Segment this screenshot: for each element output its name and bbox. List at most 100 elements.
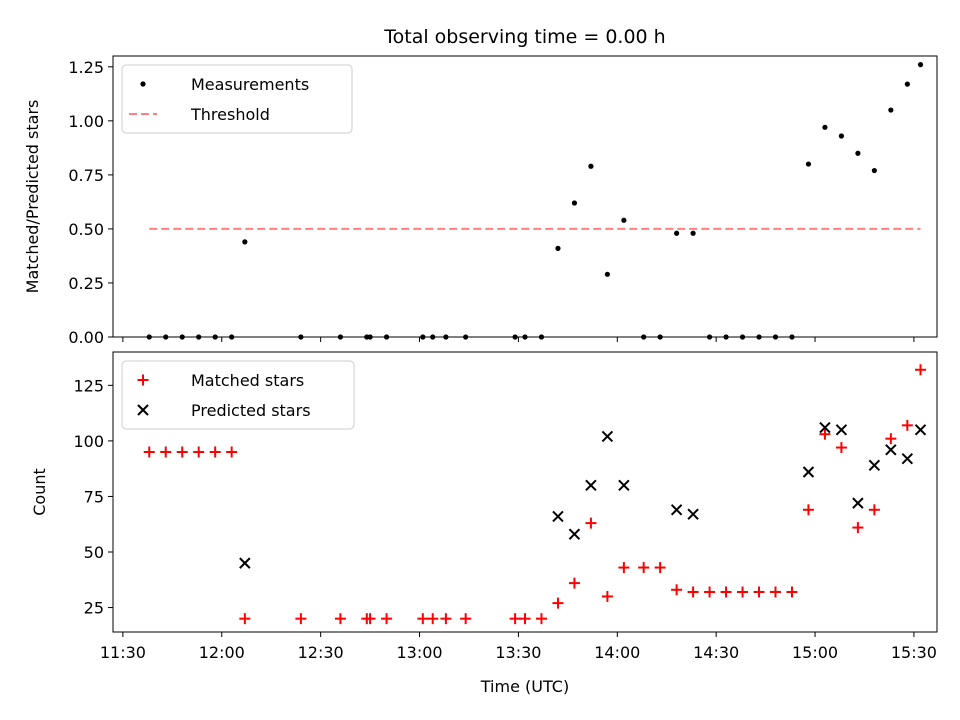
predicted-star-point xyxy=(618,479,630,492)
matched-star-point xyxy=(209,446,221,458)
x-axis-label: Time (UTC) xyxy=(480,677,569,696)
y-tick-label: 75 xyxy=(84,487,104,506)
chart-title: Total observing time = 0.00 h xyxy=(383,26,665,48)
matched-star-point xyxy=(535,613,547,625)
x-tick-label: 14:30 xyxy=(693,643,739,662)
legend-box xyxy=(121,360,355,430)
measurement-point xyxy=(555,245,561,251)
y-axis-label: Count xyxy=(30,468,49,516)
matched-star-point xyxy=(226,446,238,458)
matched-star-point xyxy=(638,562,650,574)
matched-star-point xyxy=(819,428,831,440)
matched-star-point xyxy=(568,577,580,589)
legend: Matched stars Predicted stars xyxy=(121,360,355,430)
predicted-star-point xyxy=(802,466,815,478)
matched-star-point xyxy=(802,504,814,516)
y-tick-label: 1.00 xyxy=(68,112,104,131)
measurement-point xyxy=(838,133,845,139)
legend-label: Measurements xyxy=(191,75,309,94)
legend-marker xyxy=(137,404,149,416)
legend: Measurements Threshold xyxy=(121,64,353,134)
matched-star-point xyxy=(868,504,880,516)
measurement-point xyxy=(888,107,894,113)
axes-frame xyxy=(112,351,938,633)
matched-star-point xyxy=(509,613,521,625)
matched-star-point xyxy=(654,562,666,574)
measurement-point xyxy=(904,81,910,87)
matched-star-point xyxy=(519,613,531,625)
y-tick-label: 0.25 xyxy=(68,274,104,293)
legend-label: Matched stars xyxy=(191,371,304,390)
measurement-point xyxy=(242,239,248,245)
measurement-point xyxy=(588,163,594,169)
predicted-star-point xyxy=(239,557,251,569)
matched-star-point xyxy=(364,613,376,625)
matched-star-point xyxy=(176,446,188,458)
matched-star-point xyxy=(440,613,452,625)
matched-star-point xyxy=(334,613,346,625)
x-tick-label: 11:30 xyxy=(100,643,146,662)
predicted-star-point xyxy=(819,421,831,434)
legend-label: Predicted stars xyxy=(191,401,311,420)
legend-marker xyxy=(140,81,146,87)
matched-star-point xyxy=(585,517,597,529)
top-panel: 0.00 0.25 0.50 0.75 1.00 1.25 Matched/Predicte… xyxy=(23,55,938,347)
matched-star-point xyxy=(753,586,765,598)
predicted-star-point xyxy=(552,510,564,523)
x-tick-label: 13:00 xyxy=(396,643,442,662)
x-tick-label: 12:30 xyxy=(298,643,344,662)
predicted-star-point xyxy=(914,424,927,436)
matched-star-point xyxy=(143,446,155,458)
y-tick-label: 0.75 xyxy=(68,166,104,185)
predicted-star-point xyxy=(835,424,848,436)
matched-star-point xyxy=(786,586,798,598)
predicted-star-point xyxy=(852,497,864,509)
predicted-star-point xyxy=(687,508,699,520)
predicted-star-point xyxy=(568,528,581,540)
predicted-star-point xyxy=(901,452,914,465)
measurement-point xyxy=(674,230,680,236)
x-tick-label: 13:30 xyxy=(495,643,541,662)
y-tick-label: 25 xyxy=(84,599,104,618)
measurement-point xyxy=(871,167,877,174)
matched-star-point xyxy=(239,613,251,625)
measurement-point xyxy=(805,161,812,167)
x-tick-label: 15:30 xyxy=(891,643,937,662)
matched-star-point xyxy=(417,613,429,625)
predicted-star-point xyxy=(868,459,881,472)
predicted-star-point xyxy=(601,430,614,443)
matched-star-point xyxy=(852,522,864,534)
y-tick-label: 1.25 xyxy=(68,58,104,77)
matched-star-point xyxy=(687,586,699,598)
matched-star-point xyxy=(885,433,897,445)
matched-star-point xyxy=(427,613,439,625)
matched-star-point xyxy=(160,446,172,458)
y-tick-label: 100 xyxy=(73,432,104,451)
y-tick-label: 125 xyxy=(73,376,104,395)
matched-star-point xyxy=(769,586,781,598)
predicted-star-point xyxy=(585,479,597,492)
matched-star-point xyxy=(618,562,630,574)
matched-star-point xyxy=(552,597,564,609)
matched-star-point xyxy=(601,590,613,602)
y-tick-label: 0.00 xyxy=(68,328,104,347)
predicted-star-point xyxy=(885,444,897,456)
matched-star-point xyxy=(737,586,749,598)
legend-box xyxy=(121,64,353,134)
x-tick-label: 12:00 xyxy=(199,643,245,662)
measurement-point xyxy=(621,217,627,223)
matched-star-point xyxy=(835,442,847,454)
bottom-panel: 11:30 12:00 12:30 13:00 13:30 14:00 14:30 15:00… xyxy=(30,351,938,696)
matched-star-point xyxy=(915,364,927,376)
predicted-star-point xyxy=(670,504,683,516)
matched-star-point xyxy=(901,419,913,431)
matched-star-point xyxy=(193,446,205,458)
matched-star-point xyxy=(704,586,716,598)
y-tick-label: 0.50 xyxy=(68,220,104,239)
measurement-point xyxy=(855,150,861,156)
measurement-point xyxy=(822,124,828,130)
y-axis-label: Matched/Predicted stars xyxy=(23,100,42,294)
legend-label: Threshold xyxy=(190,105,270,124)
measurement-point xyxy=(604,271,611,277)
